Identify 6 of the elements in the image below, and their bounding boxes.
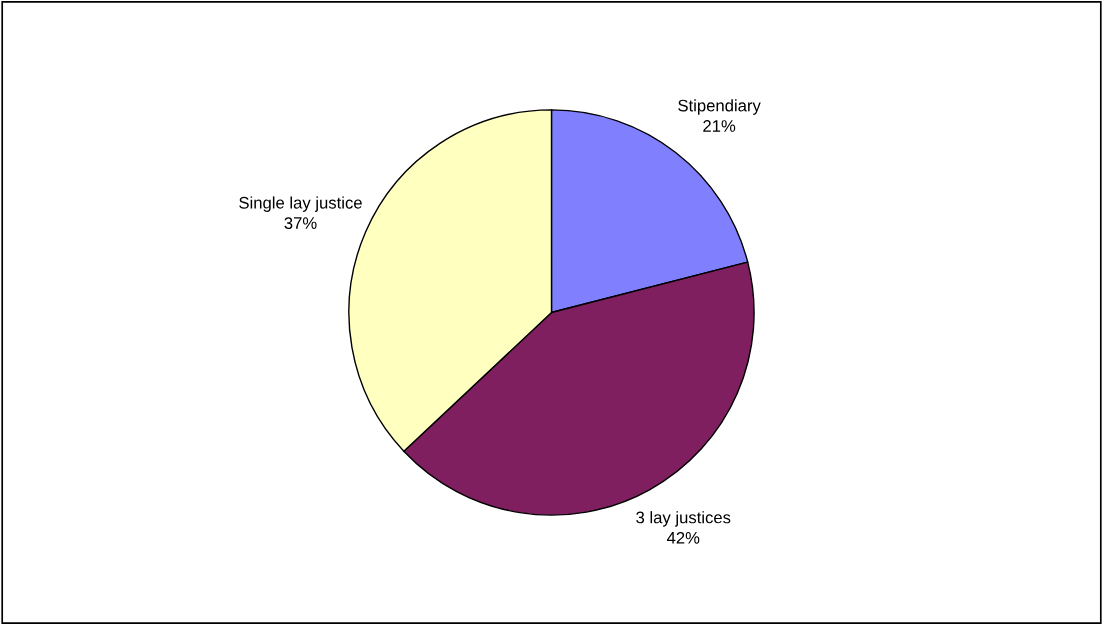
data-label: 21% (703, 120, 736, 132)
data-label: 37% (284, 217, 317, 229)
slice-label: Stipendiary (678, 99, 761, 115)
slice-label: 3 lay justices (636, 511, 731, 527)
slice-label: Single lay justice (239, 196, 362, 212)
data-label: 42% (666, 531, 700, 544)
